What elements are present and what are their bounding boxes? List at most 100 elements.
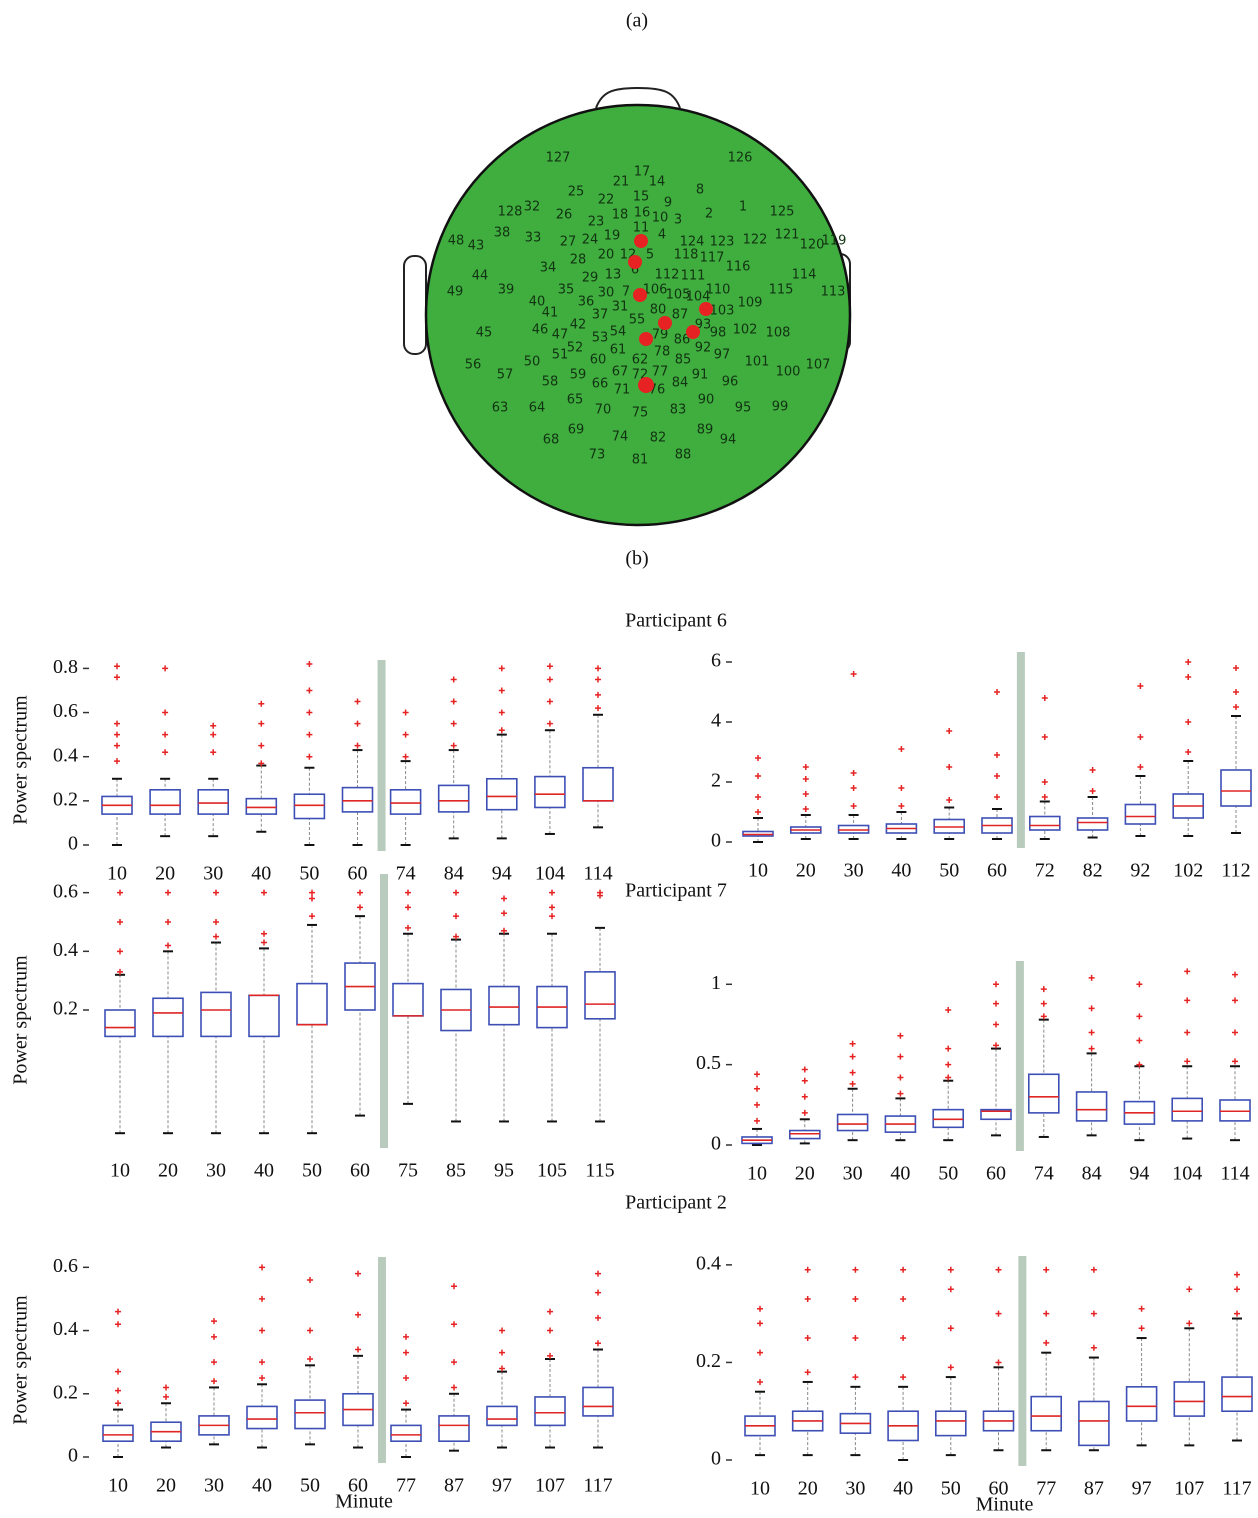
- outlier: [211, 1318, 217, 1325]
- outlier: [595, 676, 601, 683]
- outlier: [947, 1325, 954, 1332]
- electrode-label: 61: [610, 343, 627, 358]
- outlier: [259, 1264, 265, 1271]
- electrode-label: 114: [792, 268, 817, 283]
- electrode-label: 124: [680, 235, 705, 250]
- outlier: [355, 1346, 361, 1353]
- electrode-label: 23: [588, 215, 605, 230]
- electrode-label: 9: [664, 196, 672, 211]
- electrode-label: 20: [598, 248, 615, 263]
- box: [488, 985, 520, 1026]
- outlier: [547, 1327, 553, 1334]
- box: [149, 789, 181, 815]
- outlier: [1136, 1013, 1143, 1020]
- outlier: [258, 760, 265, 767]
- outlier: [757, 1320, 763, 1327]
- outlier: [897, 1032, 904, 1039]
- outlier: [1041, 794, 1048, 800]
- x-tick-label: 50: [302, 1160, 322, 1182]
- electrode-label: 58: [542, 375, 559, 390]
- outlier: [757, 1349, 763, 1356]
- outlier: [595, 705, 601, 712]
- electrode-label: 13: [605, 268, 622, 283]
- box: [1124, 803, 1157, 825]
- electrode-label: 104: [686, 290, 711, 305]
- x-tick-label: 97: [1132, 1478, 1152, 1500]
- outlier: [1184, 1058, 1191, 1065]
- outlier: [261, 939, 267, 946]
- box: [980, 1108, 1012, 1121]
- electrode-label: 85: [675, 353, 692, 368]
- electrode-label: 35: [558, 283, 575, 298]
- electrode-label: 44: [472, 269, 489, 284]
- x-tick-label: 40: [254, 1160, 274, 1182]
- electrode-label: 127: [546, 151, 571, 166]
- separator: [378, 1257, 386, 1463]
- electrode-label: 91: [692, 368, 709, 383]
- y-axis-label: Power spectrum: [10, 955, 32, 1085]
- outlier: [1138, 1305, 1145, 1312]
- outlier: [498, 687, 505, 694]
- outlier: [801, 1093, 808, 1100]
- outlier: [402, 731, 409, 738]
- electrode-label: 69: [568, 423, 585, 438]
- outlier: [1041, 695, 1048, 701]
- electrode-label: 87: [672, 308, 689, 323]
- x-tick-label: 50: [941, 1478, 961, 1500]
- box: [932, 1108, 965, 1129]
- outlier: [595, 1314, 601, 1321]
- electrode-label: 92: [695, 341, 712, 356]
- electrode-label: 30: [598, 286, 615, 301]
- outlier: [995, 1310, 1002, 1317]
- outlier: [754, 1117, 760, 1124]
- box: [390, 1424, 422, 1442]
- electrode-label: 62: [632, 353, 649, 368]
- separator: [1018, 1256, 1027, 1466]
- y-tick-label: 0.6: [53, 1255, 78, 1277]
- outlier: [1043, 1266, 1050, 1273]
- outlier: [357, 904, 363, 911]
- outlier: [947, 1364, 954, 1371]
- x-tick-label: 74: [1034, 1163, 1054, 1185]
- outlier: [900, 1374, 907, 1381]
- outlier: [1184, 1029, 1191, 1036]
- box: [341, 786, 374, 813]
- outlier: [993, 981, 999, 988]
- outlier: [1185, 659, 1192, 665]
- outlier: [1043, 1339, 1050, 1346]
- outlier: [450, 720, 457, 727]
- electrode-label: 122: [743, 233, 768, 248]
- x-tick-label: 20: [795, 1163, 815, 1185]
- outlier: [210, 749, 217, 756]
- electrode-label: 94: [720, 433, 737, 448]
- electrode-label: 117: [700, 251, 725, 266]
- electrode-label: 49: [447, 285, 464, 300]
- outlier: [1234, 1286, 1240, 1293]
- box: [200, 991, 232, 1038]
- box: [1029, 815, 1061, 831]
- outlier: [1040, 986, 1047, 993]
- box: [293, 793, 326, 820]
- electrode-label: 10: [652, 211, 669, 226]
- outlier: [1232, 1029, 1238, 1036]
- electrode-label: 113: [821, 285, 846, 300]
- outlier: [549, 889, 555, 896]
- electrode-label: 81: [632, 453, 649, 468]
- box: [248, 994, 280, 1038]
- x-tick-label: 92: [1130, 860, 1150, 882]
- x-tick-label: 114: [583, 863, 612, 885]
- outlier: [947, 1266, 954, 1273]
- outlier: [165, 919, 171, 925]
- outlier: [115, 1308, 121, 1315]
- outlier: [546, 663, 553, 670]
- outlier: [213, 889, 219, 896]
- electrode-label: 36: [578, 295, 595, 310]
- y-tick-label: 0.8: [53, 656, 78, 678]
- x-tick-label: 87: [444, 1475, 464, 1497]
- outlier: [258, 700, 265, 707]
- outlier: [804, 1335, 811, 1342]
- x-tick-label: 20: [155, 863, 175, 885]
- outlier: [499, 1349, 505, 1356]
- box: [486, 1405, 518, 1427]
- electrode-label: 88: [675, 448, 692, 463]
